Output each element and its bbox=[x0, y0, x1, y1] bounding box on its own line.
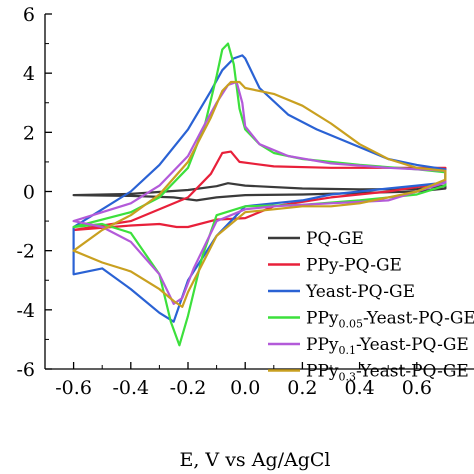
axes-layer: -6 -4 -2 0 2 4 6 -0.6 -0.4 -0.2 0.0 0.2 0.4 0.6 bbox=[16, 4, 474, 399]
y-tick-label: -6 bbox=[16, 359, 35, 381]
legend: PQ-GE PPy-PQ-GE Yeast-PQ-GE PPy0.05-Yeast-P… bbox=[268, 229, 474, 384]
y-tick-label: 2 bbox=[23, 122, 35, 144]
series-line-0 bbox=[72, 182, 447, 202]
x-tick-label: -0.2 bbox=[170, 377, 207, 399]
y-tick-label: -4 bbox=[16, 300, 35, 322]
x-tick-label: -0.4 bbox=[112, 377, 149, 399]
x-tick-label: -0.6 bbox=[55, 377, 92, 399]
x-tick-label: 0.0 bbox=[230, 377, 260, 399]
x-tick-label: 0.2 bbox=[287, 377, 317, 399]
y-tick-label: 6 bbox=[23, 4, 35, 26]
legend-label-1: PPy-PQ-GE bbox=[306, 256, 402, 276]
y-tick-label: 4 bbox=[23, 63, 35, 85]
legend-label-3: PPy0.05-Yeast-PQ-GE bbox=[306, 309, 474, 331]
y-tick-label: 0 bbox=[23, 182, 35, 204]
series-line-5 bbox=[72, 80, 447, 308]
x-tick-label: 0.6 bbox=[402, 377, 432, 399]
series-line-4 bbox=[72, 80, 447, 305]
legend-label-4: PPy0.1-Yeast-PQ-GE bbox=[306, 335, 469, 357]
legend-label-2: Yeast-PQ-GE bbox=[305, 282, 415, 302]
y-tick-label: -2 bbox=[16, 241, 35, 263]
series-layer bbox=[72, 42, 447, 347]
legend-label-0: PQ-GE bbox=[306, 229, 364, 249]
x-axis-label: E, V vs Ag/AgCl bbox=[179, 449, 330, 471]
legend-label-5: PPy0.3-Yeast-PQ-GE bbox=[306, 362, 469, 384]
x-tick-label: 0.4 bbox=[344, 377, 374, 399]
